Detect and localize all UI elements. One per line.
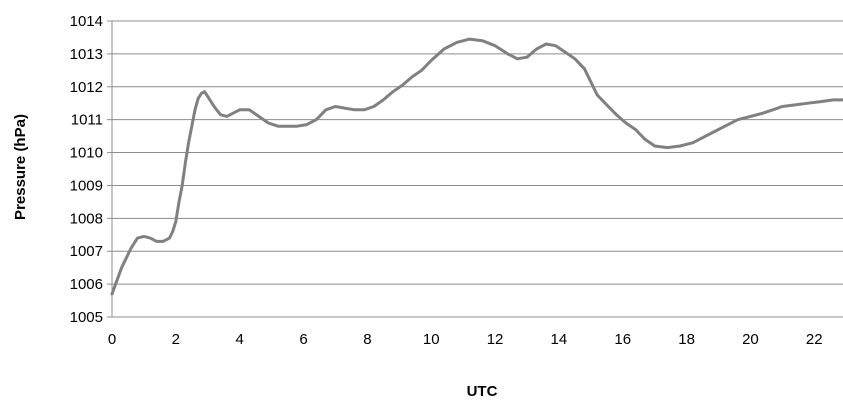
y-tick-label: 1007 — [70, 243, 103, 260]
x-tick-label: 8 — [363, 331, 371, 348]
y-tick-label: 1014 — [70, 13, 103, 30]
x-tick-label: 0 — [108, 331, 116, 348]
x-tick-label: 12 — [487, 331, 504, 348]
x-tick-label: 18 — [678, 331, 695, 348]
axes — [107, 20, 113, 318]
y-tick-label: 1006 — [70, 276, 103, 293]
y-tick-label: 1013 — [70, 46, 103, 63]
y-tick-label: 1011 — [71, 112, 103, 129]
x-tick-label: 2 — [172, 331, 180, 348]
y-tick-label: 1012 — [70, 79, 103, 96]
y-tick-label: 1009 — [70, 177, 103, 194]
y-tick-label: 1005 — [70, 309, 103, 326]
x-tick-label: 22 — [806, 331, 823, 348]
x-tick-label: 14 — [551, 331, 568, 348]
x-tick-label: 4 — [236, 331, 244, 348]
x-tick-label: 16 — [614, 331, 631, 348]
x-tick-label: 10 — [423, 331, 440, 348]
x-tick-label: 6 — [299, 331, 307, 348]
x-axis-title: UTC — [467, 383, 498, 400]
y-axis-title: Pressure (hPa) — [12, 114, 29, 220]
x-tick-label: 20 — [742, 331, 759, 348]
y-tick-labels: 1005 1006 1007 1008 1009 1010 1011 1012 1013 1014 — [70, 13, 103, 326]
y-tick-label: 1008 — [70, 210, 103, 227]
x-tick-labels: 0 2 4 6 8 10 12 14 16 18 20 22 — [108, 331, 823, 348]
gridlines — [112, 20, 843, 318]
pressure-series-line — [110, 37, 843, 296]
y-tick-label: 1010 — [70, 145, 103, 162]
series — [110, 37, 843, 296]
